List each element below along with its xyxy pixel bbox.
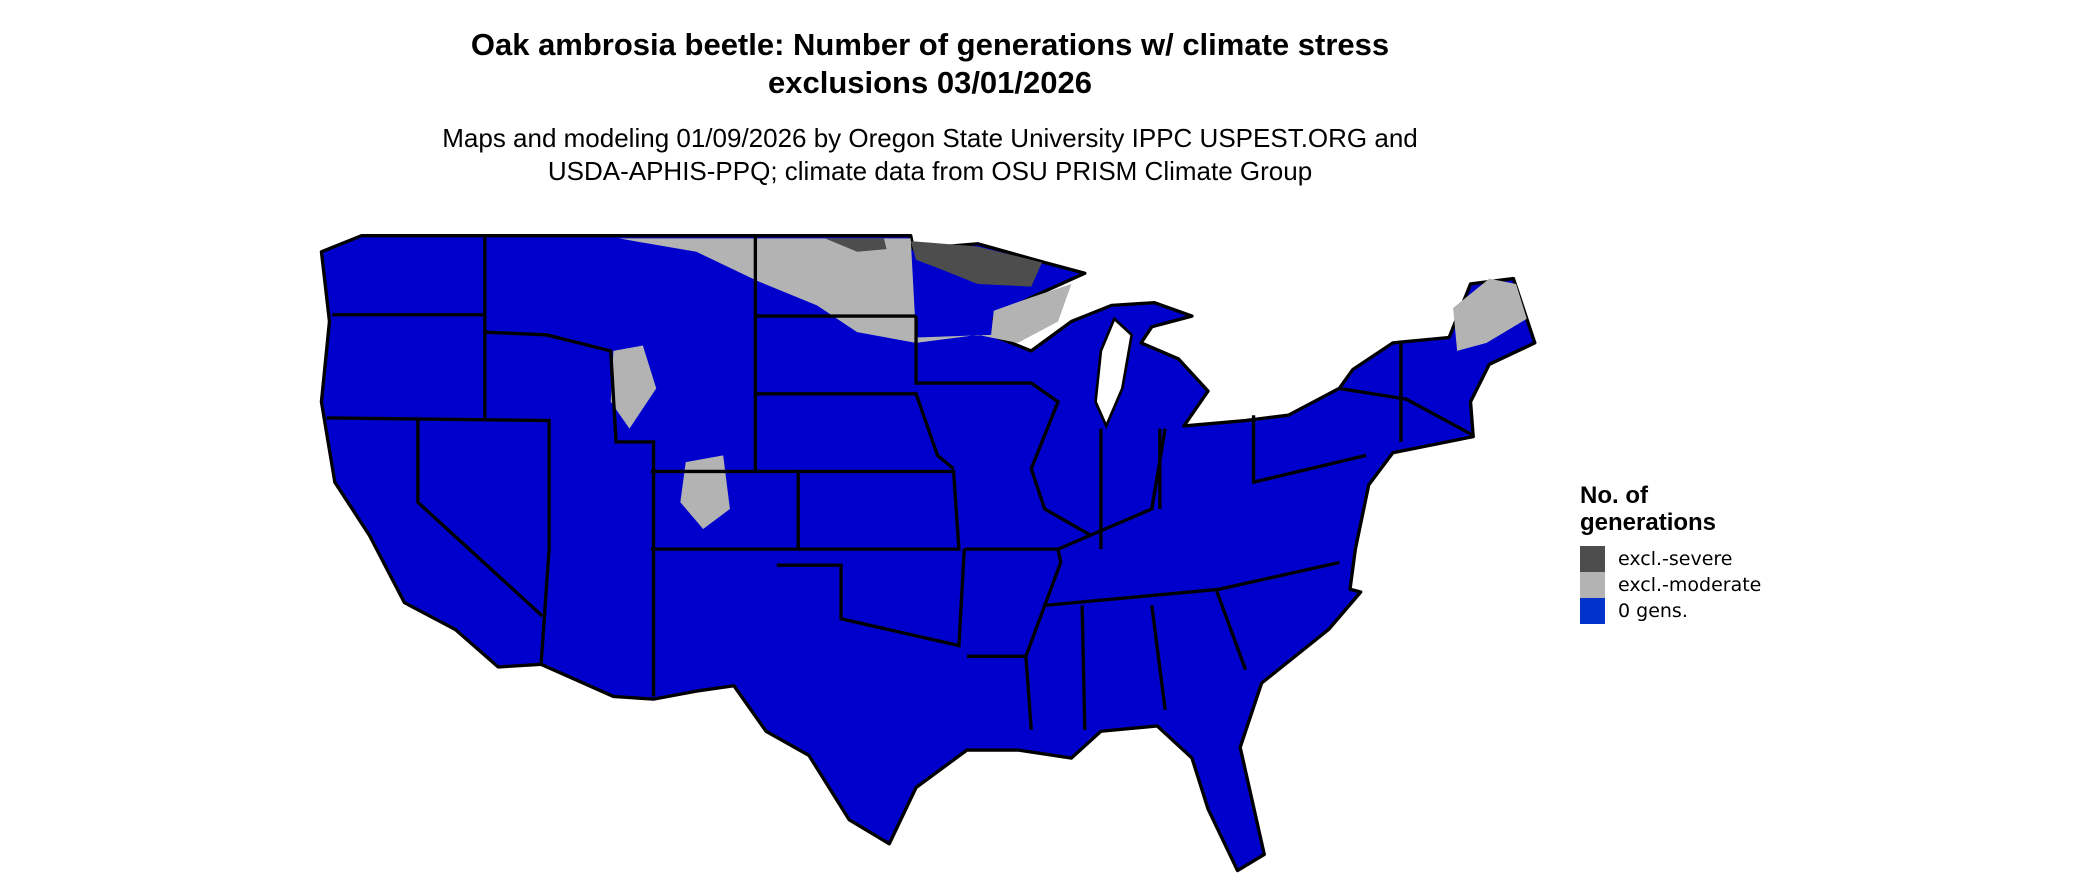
excl-severe-region [825,238,1042,287]
legend-item-0-gens: 0 gens. [1580,598,1761,624]
excl-moderate-region-maine [1453,278,1527,351]
conus-outline [319,234,1537,873]
legend-item-excl-severe: excl.-severe [1580,546,1761,572]
legend-swatch [1580,598,1605,624]
legend-swatch [1580,572,1605,598]
legend: No. of generations excl.-severe excl.-mo… [1580,482,1761,624]
title-line-1: Oak ambrosia beetle: Number of generatio… [470,27,1390,62]
excl-moderate-region-north [618,238,1072,343]
subtitle-line-1: Maps and modeling 01/09/2026 by Oregon S… [442,123,1418,153]
map-title: Oak ambrosia beetle: Number of generatio… [0,26,1860,102]
legend-title-line-1: No. of [1580,482,1648,509]
legend-label: excl.-severe [1618,548,1733,570]
legend-swatch [1580,546,1605,572]
legend-label: excl.-moderate [1618,574,1762,596]
lake-michigan [1094,316,1134,430]
map-subtitle: Maps and modeling 01/09/2026 by Oregon S… [0,122,1860,188]
excl-moderate-region-wyoming [610,345,657,429]
legend-label: 0 gens. [1618,600,1688,622]
state-borders [326,235,1475,731]
legend-item-excl-moderate: excl.-moderate [1580,572,1761,598]
legend-title-line-2: generations [1580,509,1717,536]
excl-moderate-region-colorado [680,455,730,530]
subtitle-line-2: USDA-APHIS-PPQ; climate data from OSU PR… [547,156,1313,186]
title-line-2: exclusions 03/01/2026 [767,65,1092,100]
legend-title: No. of generations [1580,482,1761,536]
